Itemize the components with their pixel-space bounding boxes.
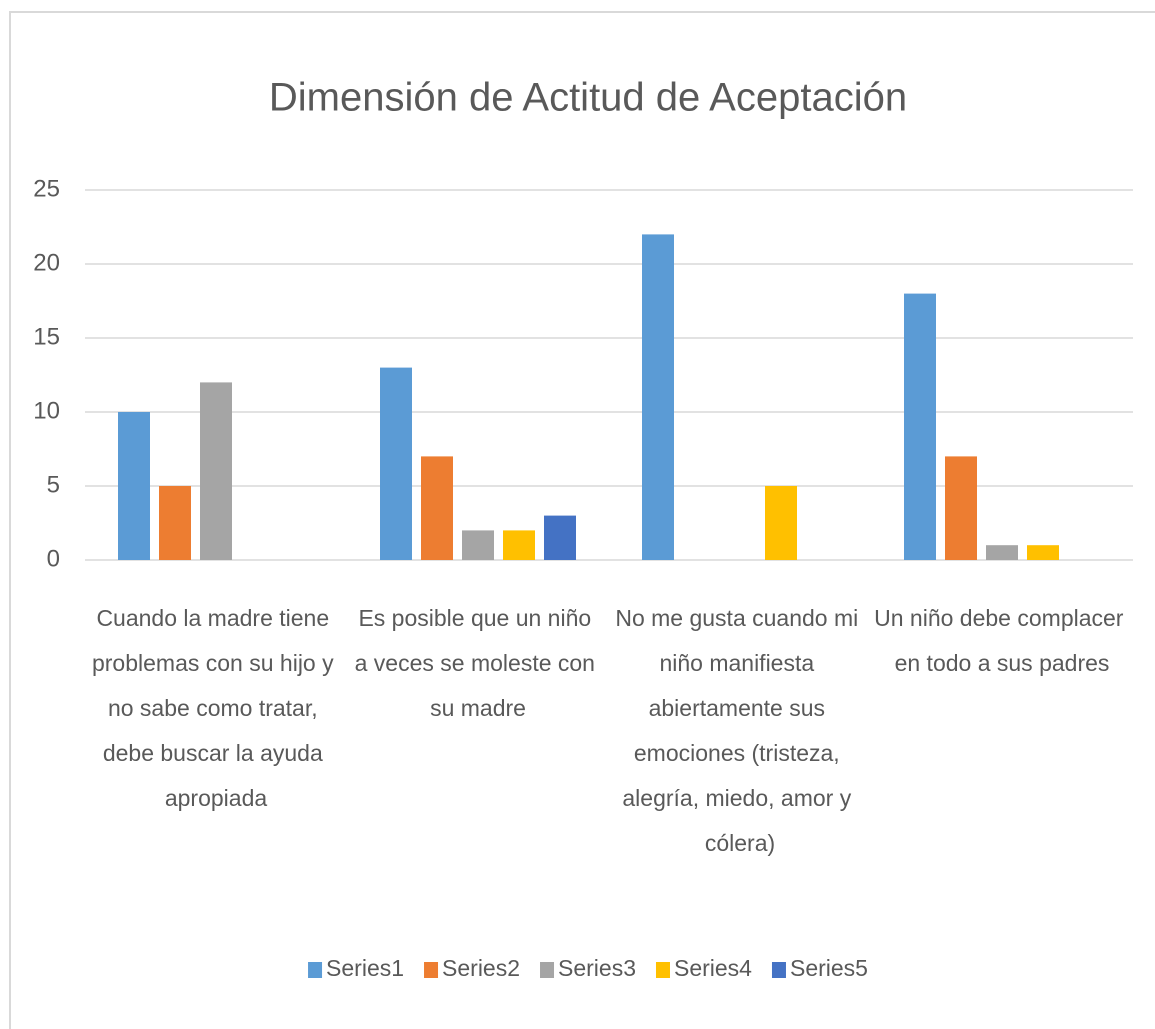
bar (986, 545, 1018, 560)
y-tick-label: 20 (33, 249, 60, 276)
legend-swatch (424, 962, 439, 978)
y-tick-label: 5 (47, 471, 60, 498)
legend-label: Series3 (558, 955, 636, 981)
legend-label: Series4 (674, 955, 752, 981)
legend-label: Series1 (326, 955, 404, 981)
legend-swatch (540, 962, 555, 978)
y-tick-label: 15 (33, 323, 60, 350)
legend-label: Series2 (442, 955, 520, 981)
chart-title: Dimensión de Actitud de Aceptación (269, 76, 907, 120)
bar (642, 234, 674, 560)
legend: Series1 Series2 Series3 Series4 Series5 (308, 955, 868, 981)
bar (544, 515, 576, 560)
x-tick-label: No me gusta cuando mi niño manifiesta ab… (615, 605, 864, 856)
bar (159, 486, 191, 560)
bar (503, 530, 535, 560)
bar (765, 486, 797, 560)
legend-swatch (655, 962, 670, 978)
bar (1027, 545, 1059, 560)
x-tick-label: Es posible que un niño a veces se molest… (355, 605, 602, 721)
bar (421, 456, 453, 560)
bar (200, 382, 232, 560)
y-tick-label: 25 (33, 175, 60, 202)
bar (945, 456, 977, 560)
legend-label: Series5 (790, 955, 868, 981)
x-tick-label: Cuando la madre tiene problemas con su h… (92, 605, 340, 811)
y-tick-label: 10 (33, 397, 60, 424)
x-tick-label: Un niño debe complacer en todo a sus pad… (874, 605, 1130, 676)
y-tick-label: 0 (47, 545, 60, 572)
bar (904, 293, 936, 560)
bar (380, 367, 412, 560)
bar (462, 530, 494, 560)
legend-swatch (771, 962, 786, 978)
legend-swatch (308, 962, 323, 978)
bar (118, 412, 150, 560)
